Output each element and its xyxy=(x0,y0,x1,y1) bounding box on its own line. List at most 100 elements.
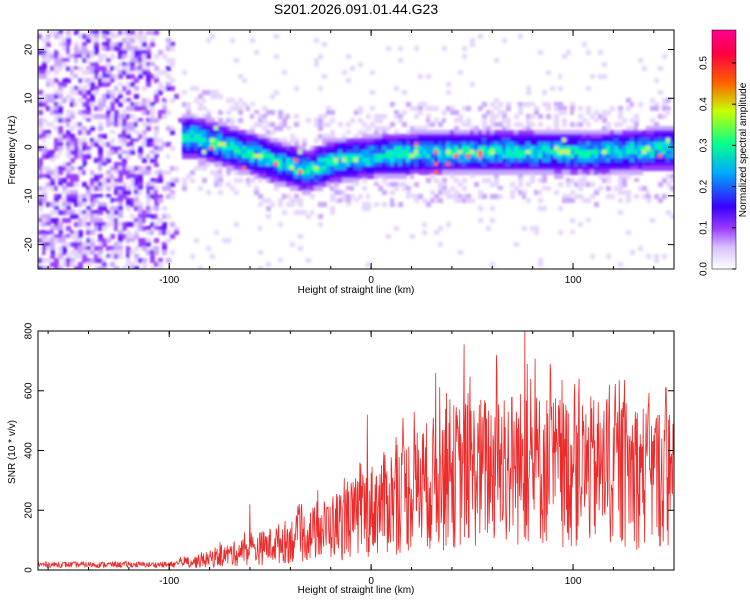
heatmap-cell xyxy=(62,62,67,67)
heatmap-cell xyxy=(170,62,175,67)
heatmap-cell xyxy=(546,166,551,171)
heatmap-cell xyxy=(566,50,571,55)
heatmap-cell xyxy=(242,138,247,143)
heatmap-cell xyxy=(594,190,599,195)
heatmap-cell xyxy=(170,194,175,199)
heatmap-cell xyxy=(98,98,103,103)
heatmap-cell xyxy=(258,150,263,155)
heatmap-cell xyxy=(314,38,319,43)
heatmap-cell xyxy=(126,238,131,243)
heatmap-cell xyxy=(70,142,75,147)
heatmap-cell xyxy=(318,162,323,167)
heatmap-cell xyxy=(222,150,227,155)
heatmap-cell xyxy=(50,254,55,259)
heatmap-cell xyxy=(214,130,219,135)
heatmap-cell xyxy=(142,58,147,63)
heatmap-cell xyxy=(474,166,479,171)
heatmap-cell xyxy=(122,170,127,175)
heatmap-cell xyxy=(518,110,523,115)
heatmap-cell xyxy=(194,118,199,123)
heatmap-cell xyxy=(394,86,399,91)
heatmap-cell xyxy=(246,138,251,143)
heatmap-cell xyxy=(102,66,107,71)
snr-ylabel: SNR (10 * v/v) xyxy=(7,420,18,484)
heatmap-cell xyxy=(434,118,439,123)
heatmap-cell xyxy=(526,182,531,187)
heatmap-cell xyxy=(50,150,55,155)
heatmap-cell xyxy=(62,262,67,267)
heatmap-cell xyxy=(410,130,415,135)
heatmap-cell xyxy=(558,162,563,167)
heatmap-cell xyxy=(382,130,387,135)
heatmap-cell xyxy=(42,218,47,223)
heatmap-cell xyxy=(218,94,223,99)
heatmap-cell xyxy=(94,30,99,35)
heatmap-cell xyxy=(246,198,251,203)
heatmap-cell xyxy=(82,182,87,187)
heatmap-cell xyxy=(374,182,379,187)
heatmap-cell xyxy=(246,142,251,147)
heatmap-cell xyxy=(82,34,87,39)
heatmap-cell xyxy=(334,178,339,183)
heatmap-cell xyxy=(234,150,239,155)
heatmap-cell xyxy=(254,138,259,143)
heatmap-cell xyxy=(302,174,307,179)
heatmap-cell xyxy=(510,158,515,163)
heatmap-cell xyxy=(418,194,423,199)
snr-ytick-label: 0 xyxy=(24,567,35,573)
heatmap-cell xyxy=(310,210,315,215)
heatmap-cell xyxy=(182,114,187,119)
heatmap-cell xyxy=(62,82,67,87)
heatmap-cell xyxy=(162,142,167,147)
heatmap-cell xyxy=(598,74,603,79)
heatmap-cell xyxy=(630,126,635,131)
heatmap-cell xyxy=(330,174,335,179)
heatmap-cell xyxy=(546,70,551,75)
heatmap-cell xyxy=(90,210,95,215)
heatmap-cell xyxy=(394,138,399,143)
heatmap-cell xyxy=(238,150,243,155)
heatmap-cell xyxy=(638,186,643,191)
heatmap-cell xyxy=(146,50,151,55)
heatmap-cell xyxy=(374,74,379,79)
heatmap-cell xyxy=(186,138,191,143)
heatmap-cell xyxy=(538,206,543,211)
heatmap-cell xyxy=(198,94,203,99)
heatmap-cell xyxy=(530,142,535,147)
heatmap-cell xyxy=(102,162,107,167)
heatmap-cell xyxy=(190,86,195,91)
heatmap-cell xyxy=(218,162,223,167)
heatmap-cell xyxy=(170,234,175,239)
heatmap-cell xyxy=(106,238,111,243)
heatmap-cell xyxy=(654,146,659,151)
heatmap-cell xyxy=(126,38,131,43)
heatmap-cell xyxy=(650,126,655,131)
heatmap-cell xyxy=(162,206,167,211)
heatmap-cell xyxy=(70,90,75,95)
heatmap-cell xyxy=(410,194,415,199)
heatmap-cell xyxy=(78,210,83,215)
heatmap-cell xyxy=(578,162,583,167)
heatmap-cell xyxy=(102,82,107,87)
heatmap-cell xyxy=(398,166,403,171)
heatmap-cell xyxy=(338,166,343,171)
heatmap-cell xyxy=(362,78,367,83)
heatmap-cell xyxy=(654,162,659,167)
heatmap-cell xyxy=(246,146,251,151)
heatmap-cell xyxy=(330,150,335,155)
heatmap-cell xyxy=(558,174,563,179)
heatmap-cell xyxy=(534,158,539,163)
heatmap-cell xyxy=(90,86,95,91)
heatmap-cell xyxy=(130,74,135,79)
heatmap-cell xyxy=(558,206,563,211)
heatmap-cell xyxy=(130,54,135,59)
heatmap-cell xyxy=(662,102,667,107)
heatmap-cell xyxy=(74,50,79,55)
heatmap-cell xyxy=(142,50,147,55)
heatmap-cell xyxy=(554,138,559,143)
heatmap-cell xyxy=(466,198,471,203)
heatmap-cell xyxy=(630,130,635,135)
heatmap-cell xyxy=(454,170,459,175)
heatmap-cell xyxy=(222,170,227,175)
heatmap-cell xyxy=(138,58,143,63)
